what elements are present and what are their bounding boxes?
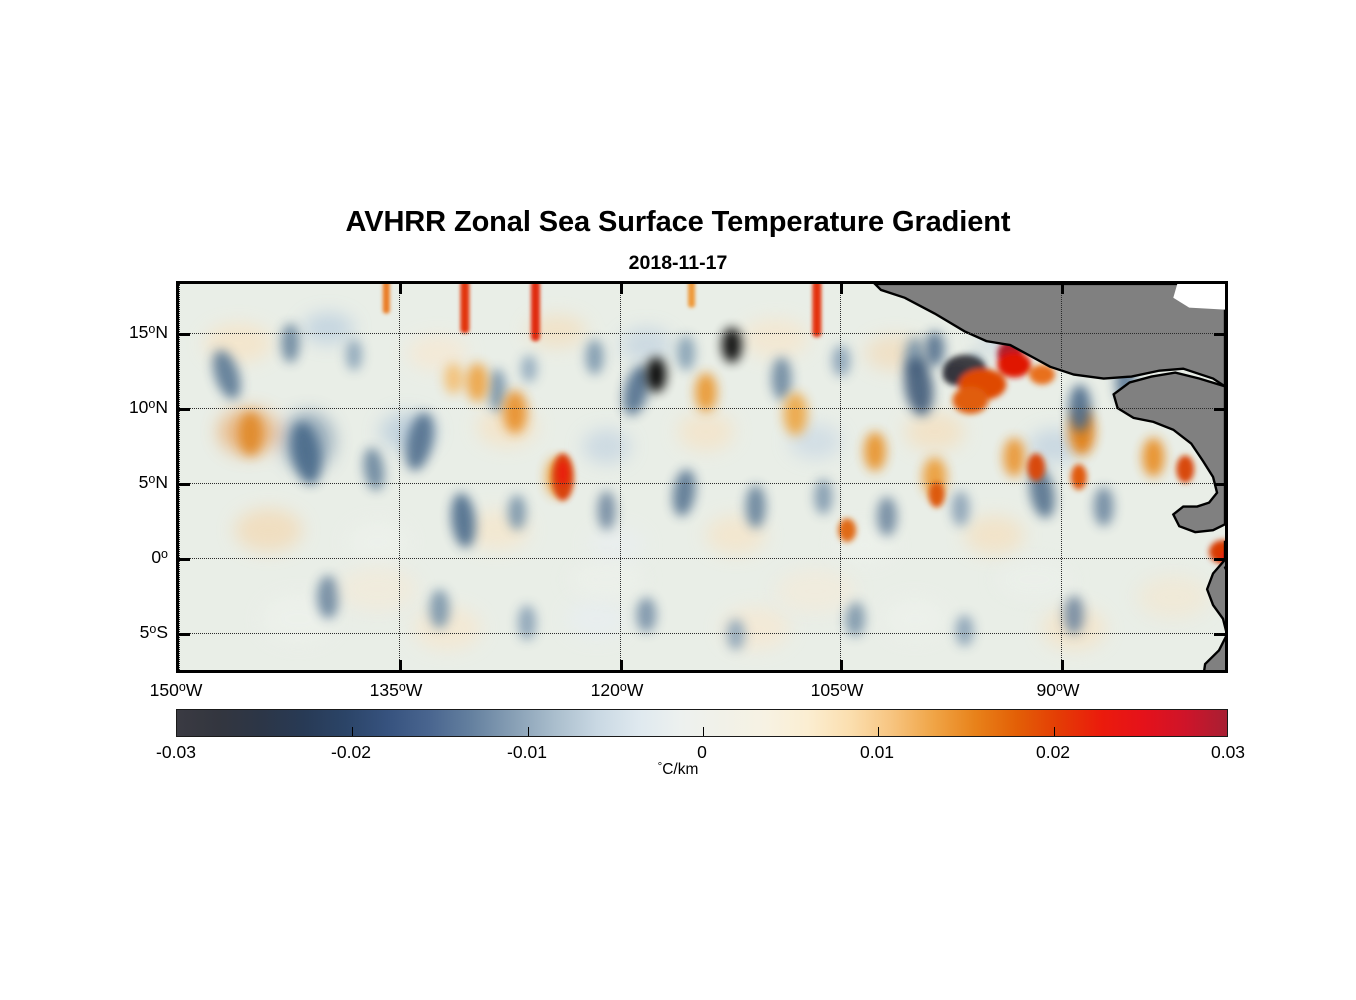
xtick-120w-bottom xyxy=(620,660,623,670)
xtick-label-90w: 90oW xyxy=(1036,680,1080,700)
colorbar-tick-neg002 xyxy=(352,727,354,736)
figure-subtitle-date: 2018-11-17 xyxy=(628,252,728,274)
xtick-label-150w: 150oW xyxy=(149,680,203,700)
colorbar-tick-zero xyxy=(703,727,704,736)
ytick-label-5n: 5oN xyxy=(138,472,168,492)
colorbar-label-pos002: 0.02 xyxy=(1035,742,1071,762)
ytick-15n-left xyxy=(179,333,190,336)
ytick-5n-right xyxy=(1214,483,1225,486)
gridline-lon-120w xyxy=(620,284,621,670)
landmass-mexico xyxy=(873,284,1225,388)
ytick-5s-left xyxy=(179,633,190,636)
colorbar-label-zero: 0 xyxy=(697,742,707,762)
ytick-10n-right xyxy=(1214,408,1225,411)
colorbar-tick-pos001 xyxy=(878,727,880,736)
ytick-5n-left xyxy=(179,483,190,486)
colorbar-label-pos003: 0.03 xyxy=(1210,742,1246,762)
colorbar-label-pos001: 0.01 xyxy=(859,742,895,762)
colorbar[interactable] xyxy=(176,709,1228,737)
xtick-135w-bottom xyxy=(399,660,402,670)
page-title: AVHRR Zonal Sea Surface Temperature Grad… xyxy=(345,206,1011,238)
xtick-90w-bottom xyxy=(1061,660,1064,670)
ytick-label-15n: 15oN xyxy=(128,322,168,342)
colorbar-label-neg002: -0.02 xyxy=(331,742,371,762)
colorbar-label-neg003: -0.03 xyxy=(156,742,196,762)
map-axes[interactable] xyxy=(176,281,1228,673)
xtick-label-105w: 105oW xyxy=(810,680,864,700)
colorbar-label-neg001: -0.01 xyxy=(507,742,547,762)
xtick-label-135w: 135oW xyxy=(369,680,423,700)
colorbar-gradient xyxy=(177,710,1227,736)
ytick-label-0: 0o xyxy=(151,547,168,567)
colorbar-unit-label: °C/km xyxy=(657,761,699,778)
gridline-lon-105w xyxy=(840,284,841,670)
ytick-10n-left xyxy=(179,408,190,411)
gridline-lon-135w xyxy=(399,284,400,670)
ytick-label-5s: 5oS xyxy=(139,622,168,642)
ytick-0-left xyxy=(179,558,190,561)
colorbar-tick-neg001 xyxy=(527,727,529,736)
colorbar-tick-pos002 xyxy=(1053,727,1055,736)
ytick-label-10n: 10oN xyxy=(128,397,168,417)
gridline-lon-90w xyxy=(1061,284,1062,670)
gridline-lat-10n xyxy=(179,408,1225,409)
xtick-135w-top xyxy=(399,284,402,294)
xtick-label-120w: 120oW xyxy=(590,680,644,700)
ytick-5s-right xyxy=(1214,633,1225,636)
landmass-south-america xyxy=(1203,540,1225,670)
gridline-lat-5s xyxy=(179,633,1225,634)
landmass-yucatan xyxy=(1173,284,1225,310)
xtick-120w-top xyxy=(620,284,623,294)
ytick-0-right xyxy=(1214,558,1225,561)
xtick-90w-top xyxy=(1061,284,1064,294)
landmass-central-america xyxy=(1112,371,1225,534)
xtick-105w-bottom xyxy=(840,660,843,670)
ytick-15n-right xyxy=(1214,333,1225,336)
sst-gradient-heatmap xyxy=(179,284,1225,670)
gridline-lat-5n xyxy=(179,483,1225,484)
xtick-105w-top xyxy=(840,284,843,294)
gridline-lat-15n xyxy=(179,333,1225,334)
map-inner xyxy=(179,284,1225,670)
gridline-lon-150w xyxy=(179,284,180,670)
gridline-lat-0 xyxy=(179,558,1225,559)
